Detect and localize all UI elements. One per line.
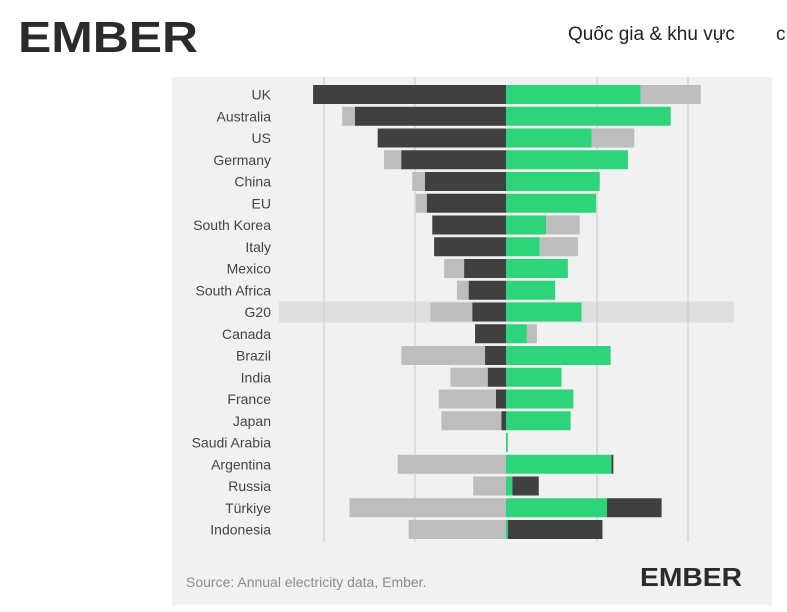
category-label: South Korea (193, 217, 271, 233)
category-label: Russia (228, 478, 271, 494)
bar-segment-grey (539, 237, 578, 257)
bar-segment-grey (342, 106, 355, 126)
bar-segment-dark (434, 237, 506, 257)
bar-segment-dark (472, 302, 506, 322)
bar-segment-green (506, 346, 611, 365)
chart-source: Source: Annual electricity data, Ember. (186, 574, 427, 590)
category-label: Indonesia (210, 522, 271, 538)
bar-segment-grey (412, 172, 426, 191)
nav-countries-regions[interactable]: Quốc gia & khu vực (568, 24, 735, 45)
bar-segment-dark (507, 520, 603, 539)
bar-segment-dark (495, 389, 506, 409)
bar-segment-green (506, 411, 571, 431)
category-label: South Africa (196, 282, 272, 298)
category-label: Italy (245, 239, 271, 255)
bar-segment-green (506, 193, 597, 213)
bar-segment-green (506, 85, 641, 104)
category-label: Türkiye (225, 500, 271, 516)
bar-segment-dark (425, 172, 506, 191)
bar-segment-dark (468, 280, 506, 300)
bar-segment-dark (611, 454, 614, 474)
bar-segment-grey (401, 346, 486, 365)
bar-segment-green (506, 280, 556, 300)
bar-segment-dark (501, 411, 506, 431)
bar-segment-grey (397, 454, 506, 474)
bar-segment-grey (546, 215, 580, 235)
bar-segment-dark (487, 367, 506, 387)
bar-segment-grey (384, 150, 402, 170)
category-label: Brazil (236, 348, 271, 364)
category-label: France (227, 391, 271, 407)
category-label: Australia (217, 108, 272, 124)
bar-segment-grey (640, 85, 701, 104)
bar-segment-green (506, 128, 592, 148)
category-label: China (234, 174, 271, 190)
bar-segment-green (506, 302, 582, 322)
bar-segment-green (506, 476, 513, 496)
bar-segment-dark (512, 476, 539, 496)
ember-logo-text: EMBER (18, 14, 198, 58)
bar-segment-grey (526, 324, 537, 344)
site-header: EMBER Quốc gia & khu vực c (0, 0, 787, 72)
diverging-bar-chart: UK Australia US Germany China EU South Korea It… (192, 77, 734, 542)
category-label: Canada (222, 326, 271, 342)
bar-segment-grey (349, 498, 506, 518)
bar-segment-dark (485, 346, 506, 365)
category-label: Japan (233, 413, 271, 429)
bar-segment-grey (441, 411, 502, 431)
bar-segment-green (506, 150, 628, 170)
bar-segment-green (506, 520, 508, 539)
bar-segment-green (506, 106, 671, 126)
bar-segment-dark (432, 215, 506, 235)
bar-segment-dark (313, 85, 506, 104)
bar-segment-grey (444, 259, 465, 278)
bar-segment-grey (430, 302, 473, 322)
bar-segment-grey (591, 128, 635, 148)
bar-segment-grey (408, 520, 506, 539)
category-label: Argentina (211, 456, 271, 472)
bar-segment-green (506, 215, 547, 235)
bar-segment-green (506, 367, 562, 387)
category-label: G20 (245, 304, 272, 320)
bar-segment-dark (377, 128, 506, 148)
bar-segment-dark (475, 324, 506, 344)
bar-segment-green (506, 389, 574, 409)
bar-segment-grey (415, 193, 427, 213)
bar-segment-grey (450, 367, 488, 387)
bar-segment-grey (438, 389, 496, 409)
bar-segment-green (506, 433, 508, 452)
bar-segment-grey (473, 476, 506, 496)
category-label: Germany (213, 152, 271, 168)
bar-segment-green (506, 237, 540, 257)
bar-segment-dark (426, 193, 506, 213)
category-label: EU (252, 195, 271, 211)
bar-segment-green (506, 172, 600, 191)
chart-ember-logo-text: EMBER (640, 565, 742, 589)
bar-segment-green (506, 498, 608, 518)
chart-card: UK Australia US Germany China EU South Korea It… (172, 77, 772, 605)
bar-segment-dark (607, 498, 662, 518)
category-label: India (241, 369, 272, 385)
category-label: Mexico (227, 261, 272, 277)
bar-segment-dark (354, 106, 506, 126)
nav-next-item[interactable]: c (776, 24, 786, 45)
bar-segment-green (506, 259, 568, 278)
bar-segment-dark (401, 150, 506, 170)
bar-segment-green (506, 454, 612, 474)
bar-segment-grey (456, 280, 469, 300)
chart-ember-logo: EMBER (640, 565, 742, 589)
category-label: US (252, 130, 271, 146)
ember-logo[interactable]: EMBER (18, 14, 200, 58)
category-label: Saudi Arabia (192, 435, 272, 451)
bar-segment-dark (464, 259, 506, 278)
category-label: UK (252, 87, 272, 103)
bar-segment-green (506, 324, 527, 344)
